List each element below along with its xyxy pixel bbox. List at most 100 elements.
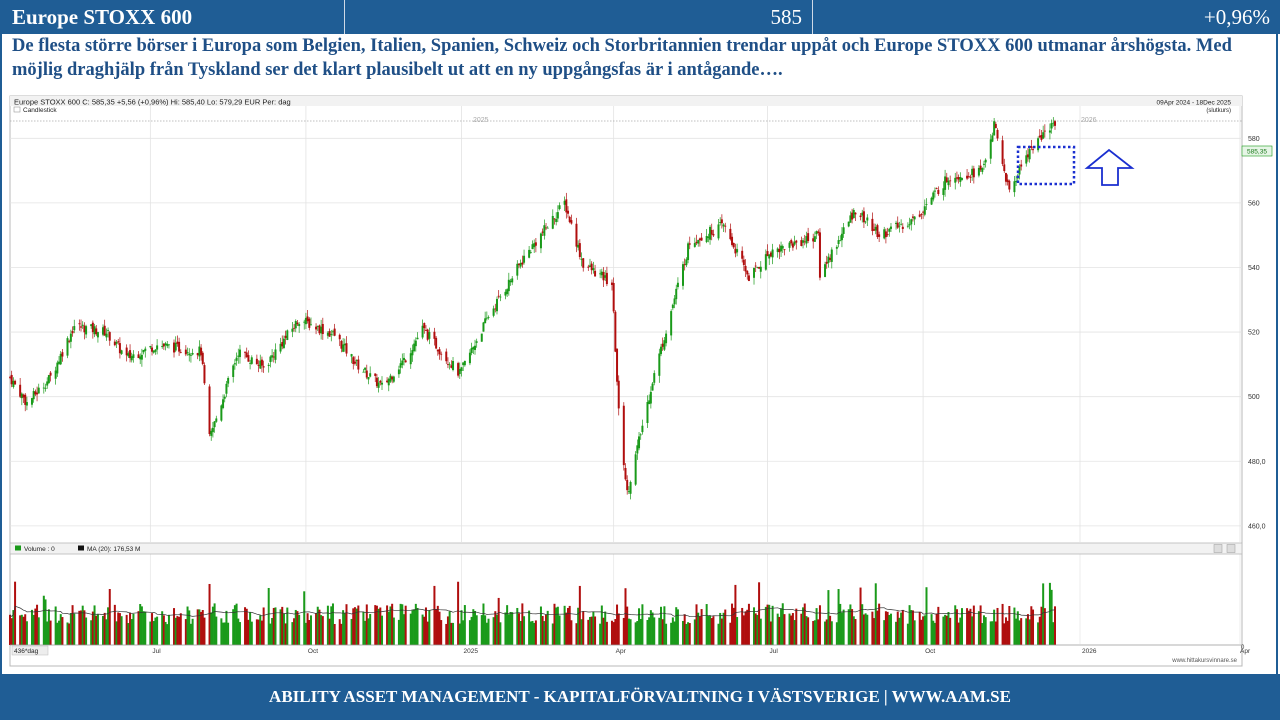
candle-body (1026, 154, 1029, 158)
candle-body (480, 333, 483, 342)
volume-bar (424, 607, 427, 645)
volume-bar (450, 622, 453, 645)
volume-bar (435, 609, 438, 645)
candle-body (61, 352, 64, 357)
candlestick-legend: Candlestick (23, 107, 57, 114)
candle-body (120, 350, 123, 354)
candle-body (719, 222, 722, 224)
candle-body (238, 349, 241, 358)
volume-bar (954, 605, 957, 645)
candle-body (1038, 135, 1041, 138)
candle-body (115, 341, 118, 344)
zoom-icon[interactable] (1213, 544, 1223, 553)
candle-body (308, 318, 311, 328)
candle-body (130, 356, 133, 361)
volume-bar (44, 599, 47, 645)
volume-bar (389, 606, 392, 645)
volume-bar (681, 620, 684, 645)
volume-bar (24, 614, 27, 645)
volume-bar (800, 613, 803, 645)
footer: ABILITY ASSET MANAGEMENT - KAPITALFÖRVAL… (0, 674, 1280, 720)
volume-bar (203, 617, 206, 645)
candle-body (766, 251, 769, 256)
volume-bar (582, 611, 585, 645)
volume-bar (818, 605, 821, 645)
volume-bar (697, 612, 700, 645)
volume-bar (198, 609, 201, 645)
candle-body (847, 221, 850, 227)
volume-bar (570, 620, 573, 645)
y-tick-label: 520 (1248, 330, 1260, 337)
candle-body (474, 345, 477, 350)
volume-bar (220, 618, 223, 645)
volume-bar (886, 611, 889, 645)
candle-body (771, 249, 774, 258)
volume-bar (132, 613, 135, 645)
candle-body (746, 270, 749, 275)
candle-body (911, 216, 914, 218)
close-panel-icon[interactable] (1226, 544, 1236, 553)
chart-period: 09Apr 2024 - 18Dec 2025 (1157, 100, 1232, 107)
candle-body (85, 326, 88, 335)
candle-body (556, 212, 559, 219)
volume-bar (32, 614, 35, 645)
candle-body (578, 243, 581, 258)
candle-body (753, 267, 756, 278)
index-title: Europe STOXX 600 (12, 5, 193, 29)
volume-bar (671, 617, 674, 645)
candle-body (648, 400, 651, 404)
candle-body (697, 239, 700, 244)
candle-body (886, 234, 889, 235)
volume-bar (1052, 622, 1055, 645)
volume-bar (294, 609, 297, 645)
volume-bar (211, 606, 214, 645)
candle-body (294, 321, 297, 329)
volume-bar (922, 616, 925, 645)
candle-body (622, 405, 625, 466)
volume-bar (482, 603, 485, 645)
volume-bar (600, 605, 603, 645)
volume-bar (421, 614, 424, 645)
candle-body (392, 376, 395, 382)
volume-bar (568, 605, 571, 645)
volume-bar (675, 607, 678, 645)
candle-body (758, 266, 761, 269)
candle-body (90, 324, 93, 327)
volume-bar (350, 618, 353, 645)
candle-body (551, 215, 554, 229)
candle-body (93, 326, 96, 335)
x-tick-label: Apr (616, 648, 627, 655)
volume-bar (511, 612, 514, 645)
volume-bar (282, 613, 285, 645)
volume-bar (215, 616, 218, 645)
candle-body (19, 384, 22, 397)
volume-bar (433, 585, 436, 645)
candle-body (320, 326, 323, 334)
candle-body (506, 289, 509, 295)
volume-bar (472, 609, 475, 645)
volume-bar (315, 613, 318, 645)
candle-body (582, 258, 585, 268)
candle-body (127, 353, 130, 357)
volume-bar (866, 614, 869, 645)
volume-bar (803, 603, 806, 645)
candle-body (102, 327, 105, 335)
volume-bar (947, 612, 950, 645)
candle-body (541, 231, 544, 233)
candle-body (262, 366, 265, 368)
volume-bar (448, 611, 451, 645)
candle-body (318, 325, 321, 334)
volume-bar (227, 622, 230, 645)
volume-legend-swatch (15, 545, 21, 551)
candle-body (661, 343, 664, 347)
candle-body (563, 200, 566, 205)
candle-body (827, 256, 830, 263)
volume-bar (309, 615, 312, 645)
candle-body (649, 391, 652, 404)
candle-body (747, 275, 750, 281)
candle-body (624, 467, 627, 480)
candle-body (600, 271, 603, 276)
volume-bar (688, 623, 691, 645)
candle-body (709, 226, 712, 240)
volume-bar (304, 622, 307, 645)
